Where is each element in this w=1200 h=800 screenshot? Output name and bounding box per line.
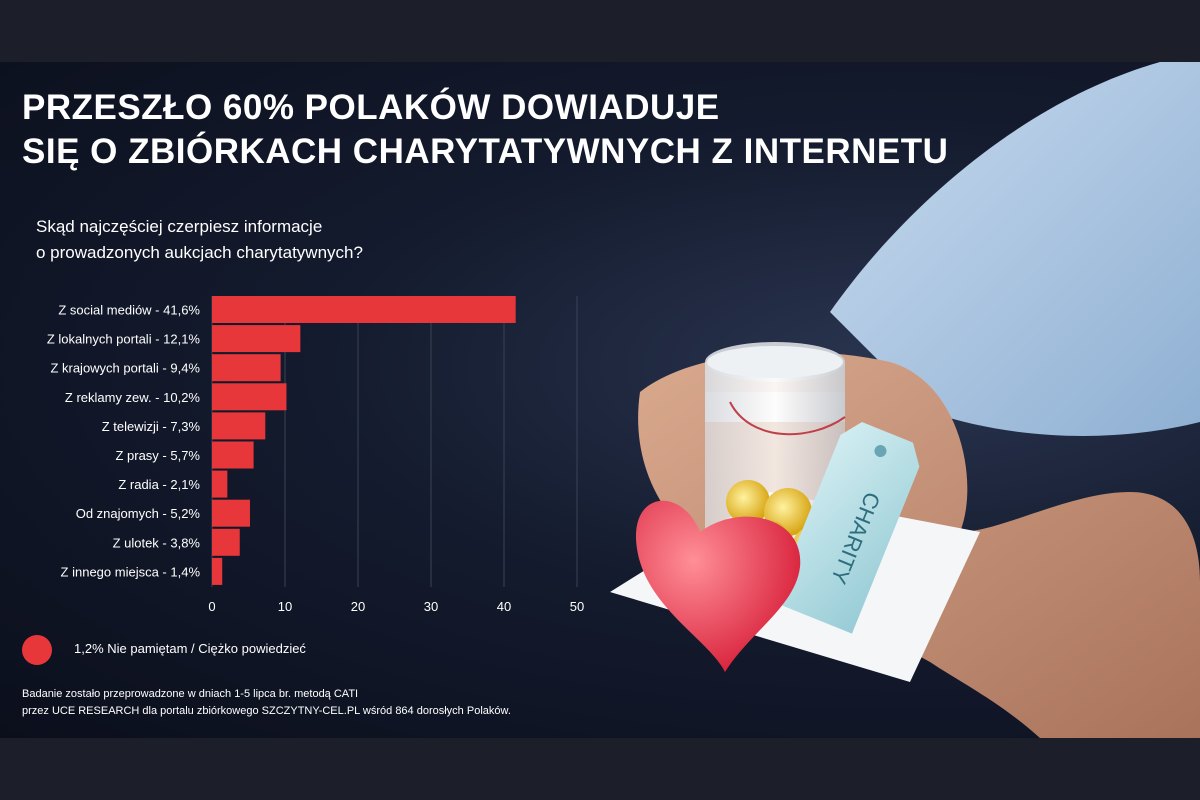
bar xyxy=(212,470,228,498)
bar xyxy=(212,557,223,585)
category-label: Z lokalnych portali - 12,1% xyxy=(47,332,201,347)
bar xyxy=(212,325,301,353)
bar-chart: Z social mediów - 41,6% Z lokalnych porta… xyxy=(47,296,584,614)
tick-label: 0 xyxy=(208,599,215,614)
bar xyxy=(212,383,287,411)
footnote: Badanie zostało przeprowadzone w dniach … xyxy=(22,686,582,720)
survey-question: Skąd najczęściej czerpiesz informacje o … xyxy=(36,214,456,266)
category-label: Z social mediów - 41,6% xyxy=(58,303,200,318)
legend-dot-icon xyxy=(22,635,52,665)
tick-label: 50 xyxy=(570,599,584,614)
bar xyxy=(212,441,254,469)
headline-line-1: PRZESZŁO 60% POLAKÓW DOWIADUJE xyxy=(22,88,720,127)
bar xyxy=(212,296,516,323)
legend: 1,2% Nie pamiętam / Ciężko powiedzieć xyxy=(22,632,422,668)
question-line-1: Skąd najczęściej czerpiesz informacje xyxy=(36,217,323,236)
category-label: Z telewizji - 7,3% xyxy=(102,419,201,434)
headline-line-2: SIĘ O ZBIÓRKACH CHARYTATYWNYCH Z INTERNE… xyxy=(22,132,949,171)
bar xyxy=(212,528,240,556)
category-label: Z reklamy zew. - 10,2% xyxy=(65,390,201,405)
category-label: Z krajowych portali - 9,4% xyxy=(50,361,200,376)
heart-icon xyxy=(635,500,801,672)
question-line-2: o prowadzonych aukcjach charytatywnych? xyxy=(36,243,363,262)
charity-tag-icon: CHARITY xyxy=(773,422,920,634)
sleeve-shape xyxy=(830,62,1200,436)
category-label: Z radia - 2,1% xyxy=(118,477,200,492)
bar xyxy=(212,354,281,382)
category-label: Z innego miejsca - 1,4% xyxy=(61,564,201,579)
top-band xyxy=(0,0,1200,62)
headline: PRZESZŁO 60% POLAKÓW DOWIADUJE SIĘ O ZBI… xyxy=(22,86,982,174)
category-label: Z ulotek - 3,8% xyxy=(113,535,201,550)
legend-text: 1,2% Nie pamiętam / Ciężko powiedzieć xyxy=(74,641,306,656)
category-label: Od znajomych - 5,2% xyxy=(76,506,201,521)
tick-label: 10 xyxy=(278,599,292,614)
tick-label: 20 xyxy=(351,599,365,614)
footnote-line-2: przez UCE RESEARCH dla portalu zbiórkowe… xyxy=(22,705,511,717)
tick-label: 40 xyxy=(497,599,511,614)
bar xyxy=(212,412,266,440)
bar xyxy=(212,499,250,527)
bottom-band xyxy=(0,738,1200,800)
charity-jar-illustration: CHARITY xyxy=(610,62,1200,738)
tick-label: 30 xyxy=(424,599,438,614)
footnote-line-1: Badanie zostało przeprowadzone w dniach … xyxy=(22,688,359,700)
category-label: Z prasy - 5,7% xyxy=(115,448,200,463)
